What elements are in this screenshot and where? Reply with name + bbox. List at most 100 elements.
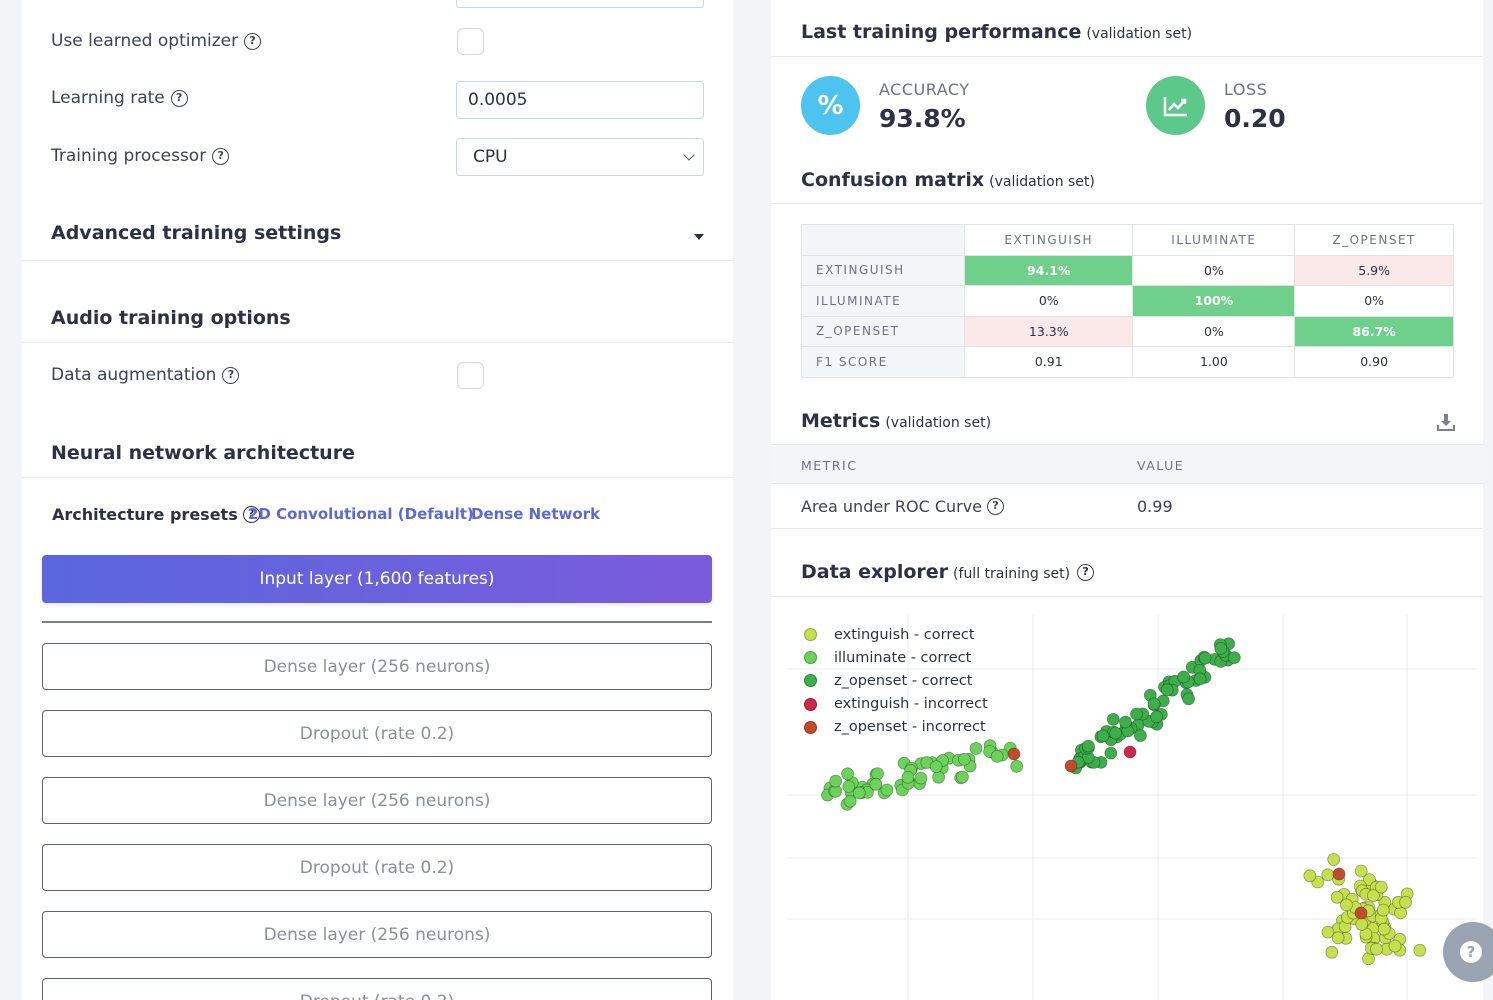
scatter-point[interactable] <box>1081 739 1095 753</box>
help-icon[interactable]: ? <box>987 498 1005 515</box>
scatter-point[interactable] <box>1340 898 1353 912</box>
scatter-point[interactable] <box>1214 642 1228 655</box>
scatter-point[interactable] <box>1182 692 1196 706</box>
scatter-point[interactable] <box>1193 672 1207 686</box>
layer-block[interactable]: Dense layer (256 neurons) <box>42 643 712 690</box>
top-input-partial[interactable] <box>456 0 704 8</box>
metrics-title-text: Metrics <box>801 410 881 432</box>
scatter-point[interactable] <box>1354 864 1368 878</box>
input-layer-block[interactable]: Input layer (1,600 features) <box>42 555 712 603</box>
legend-item[interactable]: extinguish - incorrect <box>804 693 988 716</box>
scatter-point[interactable] <box>1321 868 1335 882</box>
scatter-point[interactable] <box>901 770 915 784</box>
legend-item[interactable]: z_openset - correct <box>804 669 988 692</box>
scatter-point[interactable] <box>929 760 943 774</box>
scatter-point[interactable] <box>1327 853 1341 866</box>
scatter-point[interactable] <box>969 742 983 755</box>
preset-dense-link[interactable]: Dense Network <box>471 505 601 523</box>
layer-block[interactable]: Dropout (rate 0.2) <box>42 978 712 1000</box>
scatter-point[interactable] <box>871 767 884 781</box>
scatter-point[interactable] <box>1133 729 1147 743</box>
learning-rate-input[interactable]: 0.0005 <box>456 81 704 119</box>
scatter-point[interactable] <box>1104 746 1118 760</box>
scatter-point[interactable] <box>1332 867 1346 881</box>
help-icon[interactable]: ? <box>222 366 240 384</box>
scatter-point[interactable] <box>1010 759 1024 773</box>
scatter-point[interactable] <box>914 771 928 785</box>
scatter-point[interactable] <box>843 794 857 808</box>
scatter-point[interactable] <box>1355 917 1369 931</box>
scatter-point[interactable] <box>1227 651 1241 664</box>
learned-optimizer-checkbox[interactable] <box>457 28 484 55</box>
data-augmentation-checkbox[interactable] <box>457 362 484 389</box>
scatter-point[interactable] <box>1376 903 1390 917</box>
help-icon[interactable]: ? <box>244 32 262 50</box>
scatter-point[interactable] <box>1367 889 1380 903</box>
scatter-point[interactable] <box>829 774 843 788</box>
scatter-point[interactable] <box>1330 890 1344 904</box>
layer-block[interactable]: Dense layer (256 neurons) <box>42 777 712 824</box>
scatter-point[interactable] <box>842 780 856 793</box>
matrix-cell: 0% <box>1132 315 1296 347</box>
help-icon[interactable]: ? <box>1077 563 1095 581</box>
download-icon[interactable] <box>1437 413 1455 431</box>
help-button[interactable]: ? <box>1443 922 1493 982</box>
matrix-cell: 100% <box>1132 285 1296 317</box>
advanced-settings-title[interactable]: Advanced training settings <box>51 222 342 244</box>
scatter-point[interactable] <box>869 777 883 791</box>
scatter-point[interactable] <box>1374 880 1388 894</box>
scatter-point[interactable] <box>1325 945 1339 959</box>
scatter-point[interactable] <box>1007 747 1021 761</box>
metric-row-label: Area under ROC Curve ? <box>801 497 1005 516</box>
scatter-point[interactable] <box>1119 715 1132 729</box>
scatter-point[interactable] <box>1370 942 1383 956</box>
matrix-cell: 0% <box>1294 285 1454 317</box>
scatter-point[interactable] <box>1096 729 1110 743</box>
scatter-point[interactable] <box>1321 925 1335 939</box>
scatter-point[interactable] <box>932 770 946 784</box>
row-header: ILLUMINATE <box>801 285 965 317</box>
legend-item[interactable]: extinguish - correct <box>804 623 988 646</box>
scatter-point[interactable] <box>1303 869 1317 883</box>
results-panel: Last training performance (validation se… <box>771 0 1483 1000</box>
preset-conv-link[interactable]: 2D Convolutional (Default) <box>248 505 474 523</box>
scatter-point[interactable] <box>1130 707 1143 721</box>
scatter-point[interactable] <box>1198 651 1212 665</box>
scatter-point[interactable] <box>1388 939 1402 953</box>
scatter-point[interactable] <box>1106 713 1120 726</box>
scatter-point[interactable] <box>880 783 894 797</box>
help-icon[interactable]: ? <box>170 89 188 107</box>
scatter-point[interactable] <box>1109 726 1123 740</box>
performance-subtitle: (validation set) <box>1086 26 1193 42</box>
help-icon[interactable]: ? <box>212 147 230 165</box>
scatter-point[interactable] <box>990 749 1004 763</box>
scatter-point[interactable] <box>1177 670 1191 684</box>
scatter-point[interactable] <box>1377 922 1391 936</box>
scatter-point[interactable] <box>1160 683 1174 697</box>
layer-block[interactable]: Dense layer (256 neurons) <box>42 911 712 958</box>
scatter-point[interactable] <box>841 767 854 781</box>
data-explorer-plot[interactable] <box>771 597 1483 1000</box>
scatter-point[interactable] <box>1123 745 1137 759</box>
legend-item[interactable]: illuminate - correct <box>804 646 988 669</box>
help-icon[interactable]: ? <box>242 506 260 523</box>
scatter-point[interactable] <box>955 770 969 784</box>
matrix-cell: 94.1% <box>963 254 1134 286</box>
scatter-point[interactable] <box>1399 895 1412 909</box>
scatter-point[interactable] <box>1413 943 1427 957</box>
layer-block[interactable]: Dropout (rate 0.2) <box>42 844 712 891</box>
scatter-point[interactable] <box>852 786 866 800</box>
scatter-point[interactable] <box>1354 906 1368 920</box>
scatter-point[interactable] <box>1331 931 1345 945</box>
auc-label: Area under ROC Curve <box>801 497 983 516</box>
layer-block[interactable]: Dropout (rate 0.2) <box>42 710 712 757</box>
scatter-point[interactable] <box>1150 710 1164 724</box>
scatter-point[interactable] <box>1064 759 1078 773</box>
training-processor-select[interactable]: CPU <box>456 138 704 176</box>
scatter-point[interactable] <box>957 752 971 766</box>
scatter-point[interactable] <box>1147 697 1161 711</box>
legend-item[interactable]: z_openset - incorrect <box>804 716 988 739</box>
metric-column-header: METRIC <box>801 458 858 473</box>
scatter-point[interactable] <box>1363 873 1376 887</box>
caret-down-icon[interactable] <box>694 234 704 240</box>
